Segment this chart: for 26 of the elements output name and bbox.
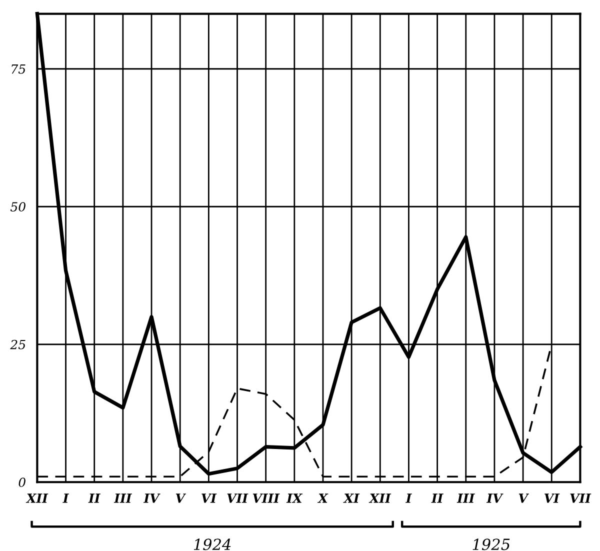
y-tick-label: 50 (10, 202, 26, 212)
x-tick-label: IV (486, 494, 504, 503)
x-tick-label: X (317, 494, 328, 503)
x-tick-label: I (406, 494, 412, 503)
x-tick-label: I (62, 494, 70, 503)
x-tick-label: IX (286, 494, 303, 503)
x-tick-label: III (114, 494, 132, 503)
y-tick-label: 75 (12, 64, 26, 74)
x-tick-label: III (456, 494, 475, 503)
text: 1924 (194, 538, 231, 550)
x-tick-label: VII (227, 494, 248, 503)
x-tick-label: V (518, 494, 529, 503)
text: 1925 (472, 538, 510, 550)
x-tick-label: XII (368, 494, 392, 503)
y-tick-label: 25 (10, 340, 26, 350)
x-tick-label: II (431, 494, 444, 503)
x-tick-label: IV (143, 494, 160, 503)
x-tick-label: V (176, 494, 186, 503)
x-tick-label: VI (202, 494, 217, 503)
x-tick-label: VII (570, 494, 592, 503)
x-tick-label: XII (26, 494, 48, 503)
y-tick-label: 0 (18, 478, 26, 488)
x-tick-label: VIII (252, 494, 280, 503)
x-tick-label: VI (544, 494, 560, 503)
x-tick-label: XI (343, 494, 360, 503)
x-tick-label: II (88, 494, 101, 503)
